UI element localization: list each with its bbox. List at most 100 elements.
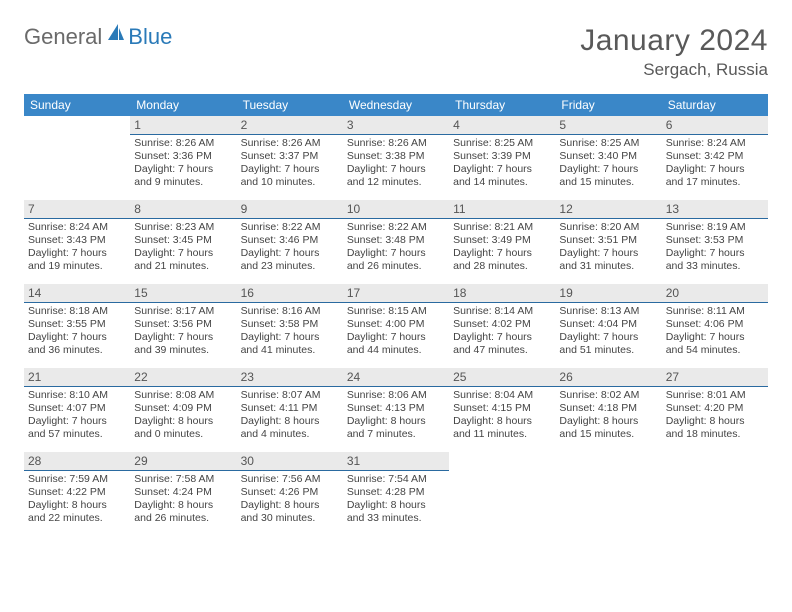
calendar-week-row: 1Sunrise: 8:26 AMSunset: 3:36 PMDaylight… [24,116,768,200]
day-info: Sunrise: 8:24 AMSunset: 3:42 PMDaylight:… [662,137,768,194]
calendar-day-cell [24,116,130,200]
sunset-line: Sunset: 4:02 PM [453,318,551,331]
daylight-line-1: Daylight: 7 hours [453,247,551,260]
daylight-line-2: and 44 minutes. [347,344,445,357]
sunrise-line: Sunrise: 8:17 AM [134,305,232,318]
sunrise-line: Sunrise: 8:01 AM [666,389,764,402]
sunset-line: Sunset: 4:00 PM [347,318,445,331]
sunrise-line: Sunrise: 8:25 AM [453,137,551,150]
day-info: Sunrise: 7:59 AMSunset: 4:22 PMDaylight:… [24,473,130,530]
daylight-line-2: and 22 minutes. [28,512,126,525]
sunrise-line: Sunrise: 8:11 AM [666,305,764,318]
brand-part2: Blue [128,24,172,50]
day-number: 18 [449,284,555,303]
day-number: 19 [555,284,661,303]
sunrise-line: Sunrise: 8:21 AM [453,221,551,234]
day-number: 9 [237,200,343,219]
sunset-line: Sunset: 4:28 PM [347,486,445,499]
calendar-day-cell: 10Sunrise: 8:22 AMSunset: 3:48 PMDayligh… [343,200,449,284]
daylight-line-2: and 11 minutes. [453,428,551,441]
day-number: 25 [449,368,555,387]
daylight-line-1: Daylight: 8 hours [134,415,232,428]
day-number: 22 [130,368,236,387]
day-number: 1 [130,116,236,135]
sunset-line: Sunset: 3:53 PM [666,234,764,247]
sunset-line: Sunset: 3:40 PM [559,150,657,163]
daylight-line-1: Daylight: 7 hours [559,247,657,260]
sunset-line: Sunset: 3:39 PM [453,150,551,163]
weekday-header: Tuesday [237,94,343,116]
sunset-line: Sunset: 3:48 PM [347,234,445,247]
day-info: Sunrise: 8:24 AMSunset: 3:43 PMDaylight:… [24,221,130,278]
day-number: 12 [555,200,661,219]
calendar-day-cell: 17Sunrise: 8:15 AMSunset: 4:00 PMDayligh… [343,284,449,368]
weekday-header: Saturday [662,94,768,116]
sunset-line: Sunset: 4:06 PM [666,318,764,331]
calendar-day-cell: 6Sunrise: 8:24 AMSunset: 3:42 PMDaylight… [662,116,768,200]
daylight-line-1: Daylight: 7 hours [453,163,551,176]
day-info: Sunrise: 7:54 AMSunset: 4:28 PMDaylight:… [343,473,449,530]
calendar-day-cell [662,452,768,536]
day-number: 26 [555,368,661,387]
daylight-line-2: and 26 minutes. [347,260,445,273]
day-info: Sunrise: 8:13 AMSunset: 4:04 PMDaylight:… [555,305,661,362]
sunrise-line: Sunrise: 7:54 AM [347,473,445,486]
sunset-line: Sunset: 3:46 PM [241,234,339,247]
calendar-day-cell: 25Sunrise: 8:04 AMSunset: 4:15 PMDayligh… [449,368,555,452]
calendar-day-cell: 28Sunrise: 7:59 AMSunset: 4:22 PMDayligh… [24,452,130,536]
sunrise-line: Sunrise: 8:18 AM [28,305,126,318]
daylight-line-1: Daylight: 7 hours [347,163,445,176]
day-info: Sunrise: 8:01 AMSunset: 4:20 PMDaylight:… [662,389,768,446]
daylight-line-2: and 26 minutes. [134,512,232,525]
day-info: Sunrise: 8:22 AMSunset: 3:46 PMDaylight:… [237,221,343,278]
day-info: Sunrise: 8:11 AMSunset: 4:06 PMDaylight:… [662,305,768,362]
day-info: Sunrise: 7:56 AMSunset: 4:26 PMDaylight:… [237,473,343,530]
daylight-line-2: and 28 minutes. [453,260,551,273]
calendar-day-cell: 3Sunrise: 8:26 AMSunset: 3:38 PMDaylight… [343,116,449,200]
day-info: Sunrise: 8:22 AMSunset: 3:48 PMDaylight:… [343,221,449,278]
calendar-day-cell: 23Sunrise: 8:07 AMSunset: 4:11 PMDayligh… [237,368,343,452]
daylight-line-2: and 12 minutes. [347,176,445,189]
daylight-line-2: and 23 minutes. [241,260,339,273]
calendar-day-cell: 8Sunrise: 8:23 AMSunset: 3:45 PMDaylight… [130,200,236,284]
daylight-line-2: and 9 minutes. [134,176,232,189]
day-info: Sunrise: 8:19 AMSunset: 3:53 PMDaylight:… [662,221,768,278]
sunrise-line: Sunrise: 8:22 AM [347,221,445,234]
day-number: 21 [24,368,130,387]
sunset-line: Sunset: 3:55 PM [28,318,126,331]
sunrise-line: Sunrise: 8:06 AM [347,389,445,402]
sunset-line: Sunset: 4:04 PM [559,318,657,331]
header: General Blue January 2024 Sergach, Russi… [24,24,768,80]
sunrise-line: Sunrise: 8:15 AM [347,305,445,318]
daylight-line-1: Daylight: 8 hours [241,499,339,512]
daylight-line-1: Daylight: 8 hours [134,499,232,512]
day-info: Sunrise: 8:25 AMSunset: 3:40 PMDaylight:… [555,137,661,194]
calendar-day-cell: 18Sunrise: 8:14 AMSunset: 4:02 PMDayligh… [449,284,555,368]
sunset-line: Sunset: 4:24 PM [134,486,232,499]
brand-part1: General [24,24,102,50]
daylight-line-2: and 30 minutes. [241,512,339,525]
weekday-header-row: Sunday Monday Tuesday Wednesday Thursday… [24,94,768,116]
sunrise-line: Sunrise: 8:26 AM [241,137,339,150]
daylight-line-2: and 17 minutes. [666,176,764,189]
calendar-day-cell [555,452,661,536]
daylight-line-1: Daylight: 8 hours [666,415,764,428]
daylight-line-2: and 19 minutes. [28,260,126,273]
calendar-day-cell: 15Sunrise: 8:17 AMSunset: 3:56 PMDayligh… [130,284,236,368]
day-info: Sunrise: 8:08 AMSunset: 4:09 PMDaylight:… [130,389,236,446]
day-info: Sunrise: 8:07 AMSunset: 4:11 PMDaylight:… [237,389,343,446]
daylight-line-1: Daylight: 7 hours [134,163,232,176]
calendar-week-row: 14Sunrise: 8:18 AMSunset: 3:55 PMDayligh… [24,284,768,368]
calendar-day-cell: 24Sunrise: 8:06 AMSunset: 4:13 PMDayligh… [343,368,449,452]
daylight-line-1: Daylight: 7 hours [666,247,764,260]
calendar-week-row: 28Sunrise: 7:59 AMSunset: 4:22 PMDayligh… [24,452,768,536]
day-info: Sunrise: 8:10 AMSunset: 4:07 PMDaylight:… [24,389,130,446]
daylight-line-2: and 39 minutes. [134,344,232,357]
sunrise-line: Sunrise: 8:08 AM [134,389,232,402]
sunset-line: Sunset: 4:26 PM [241,486,339,499]
sunrise-line: Sunrise: 7:58 AM [134,473,232,486]
daylight-line-2: and 4 minutes. [241,428,339,441]
sunrise-line: Sunrise: 8:13 AM [559,305,657,318]
day-number: 31 [343,452,449,471]
sunrise-line: Sunrise: 8:07 AM [241,389,339,402]
